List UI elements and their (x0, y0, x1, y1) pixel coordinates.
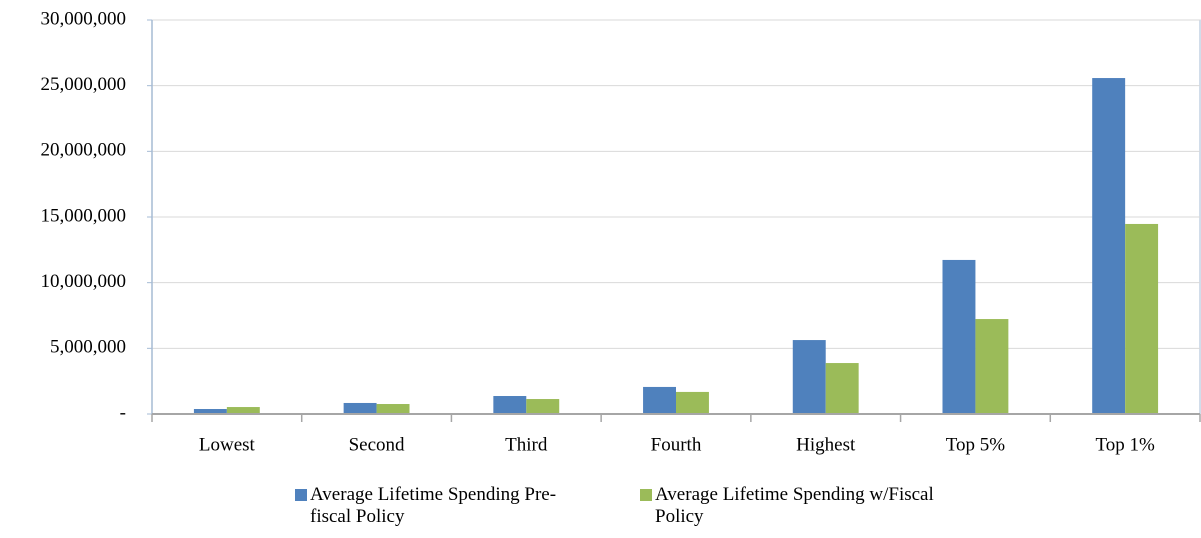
y-tick-label: 30,000,000 (41, 8, 127, 29)
x-tick-label: Top 1% (1095, 434, 1155, 455)
legend: Average Lifetime Spending Pre-fiscal Pol… (295, 484, 940, 528)
legend-label: Average Lifetime Spending Pre-fiscal Pol… (310, 484, 557, 527)
y-tick-label: - (120, 402, 126, 423)
y-tick-label: 25,000,000 (41, 74, 127, 95)
bar (643, 386, 676, 414)
y-tick-label: 15,000,000 (41, 205, 127, 226)
bar (975, 319, 1009, 414)
y-tick-label: 5,000,000 (50, 337, 126, 358)
bar (376, 404, 410, 414)
bar (1125, 223, 1159, 414)
legend-item: Average Lifetime Spending w/Fiscal Polic… (640, 484, 940, 528)
legend-swatch (640, 489, 652, 501)
bar (526, 399, 560, 414)
bar (792, 340, 826, 414)
bar (193, 409, 227, 414)
bar (825, 363, 859, 414)
x-tick-label: Highest (796, 434, 856, 455)
x-tick-label: Lowest (199, 434, 256, 455)
chart: - 5,000,000 10,000,000 15,000,000 20,000,000… (41, 8, 1201, 455)
bar (493, 396, 527, 414)
bar (676, 391, 709, 414)
legend-swatch (295, 489, 307, 501)
bar (226, 407, 260, 414)
bar (1092, 78, 1126, 415)
bar (942, 259, 976, 414)
legend-label: Average Lifetime Spending w/Fiscal Polic… (655, 484, 934, 527)
legend-item: Average Lifetime Spending Pre-fiscal Pol… (295, 484, 595, 528)
bar (343, 402, 377, 414)
x-tick-label: Second (349, 434, 405, 455)
y-tick-label: 20,000,000 (41, 140, 127, 161)
x-tick-label: Fourth (651, 434, 702, 455)
y-tick-label: 10,000,000 (41, 271, 127, 292)
x-tick-label: Top 5% (946, 434, 1006, 455)
x-tick-label: Third (505, 434, 548, 455)
